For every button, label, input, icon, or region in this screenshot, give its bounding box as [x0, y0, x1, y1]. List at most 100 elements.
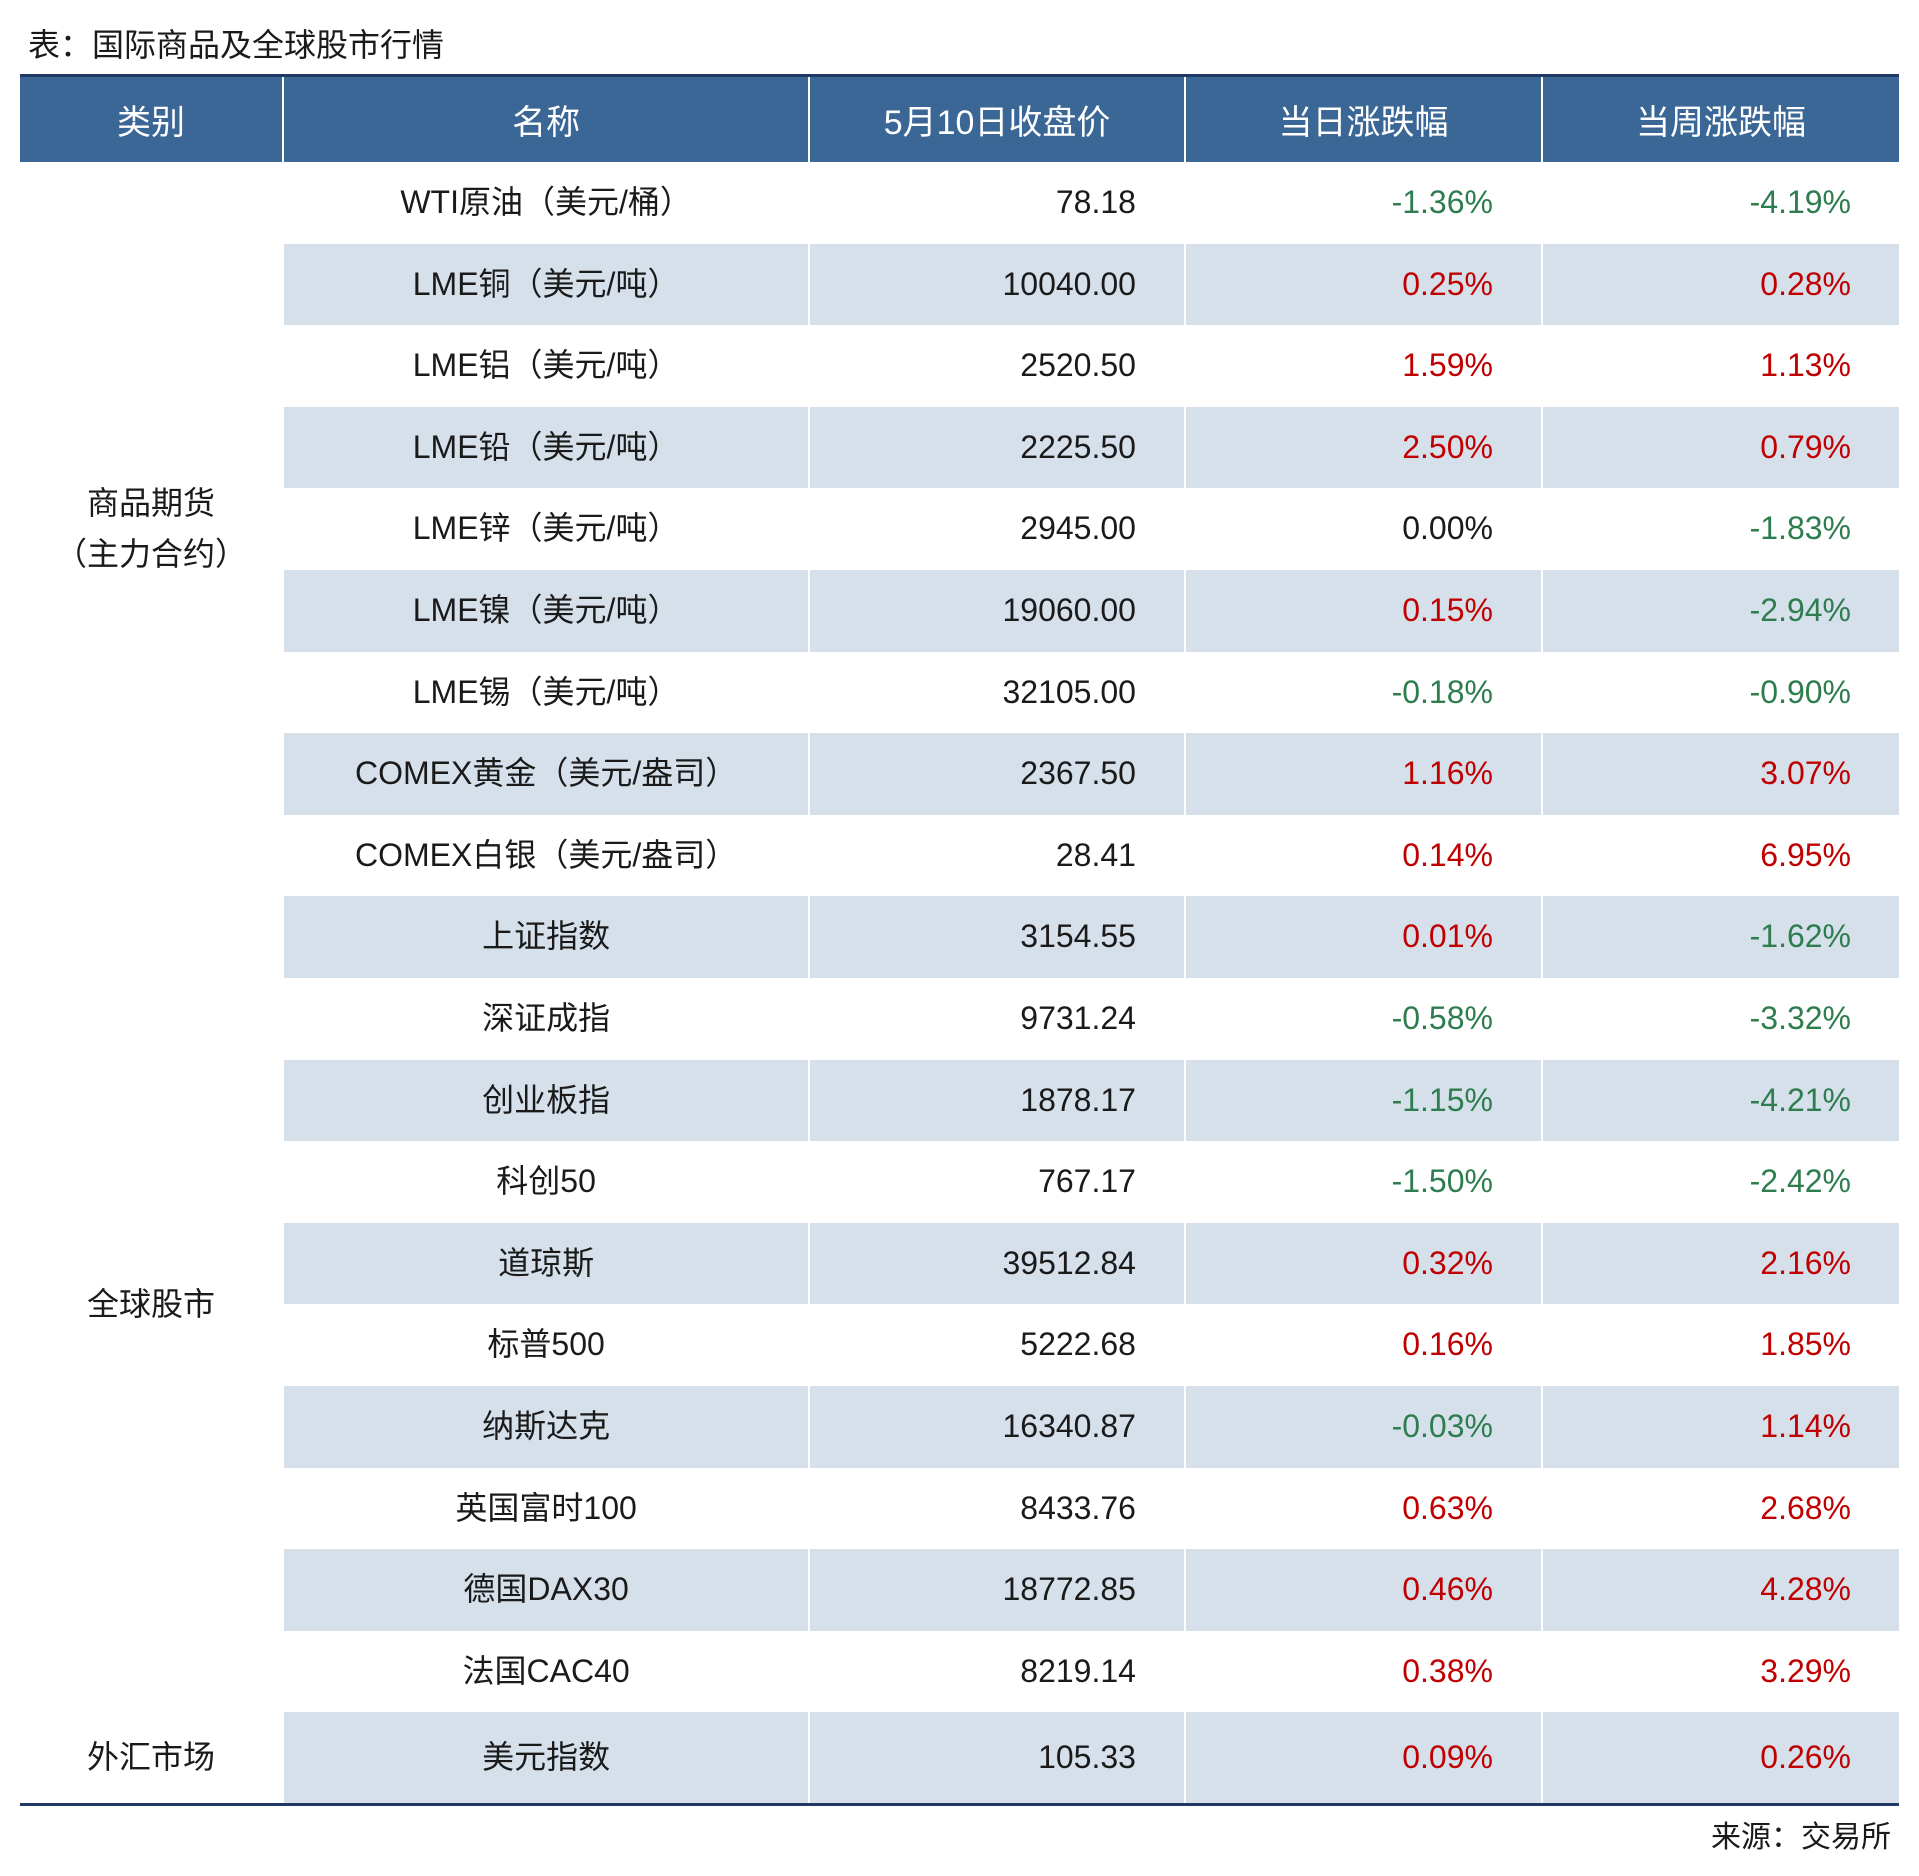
week-change-cell: -4.21% — [1542, 1060, 1899, 1142]
category-cell: 商品期货（主力合约） — [20, 162, 283, 896]
table-row: 全球股市上证指数3154.550.01%-1.62% — [20, 896, 1899, 978]
close-cell: 28.41 — [809, 815, 1185, 897]
col-day-change: 当日涨跌幅 — [1185, 76, 1542, 163]
name-cell: 德国DAX30 — [283, 1549, 809, 1631]
name-cell: LME锌（美元/吨） — [283, 488, 809, 570]
day-change-cell: 0.15% — [1185, 570, 1542, 652]
week-change-cell: -1.62% — [1542, 896, 1899, 978]
close-cell: 2945.00 — [809, 488, 1185, 570]
close-cell: 16340.87 — [809, 1386, 1185, 1468]
day-change-cell: 0.16% — [1185, 1304, 1542, 1386]
table-row: LME锡（美元/吨）32105.00-0.18%-0.90% — [20, 652, 1899, 734]
table-row: LME镍（美元/吨）19060.000.15%-2.94% — [20, 570, 1899, 652]
close-cell: 2520.50 — [809, 325, 1185, 407]
close-cell: 18772.85 — [809, 1549, 1185, 1631]
close-cell: 78.18 — [809, 162, 1185, 244]
name-cell: 美元指数 — [283, 1712, 809, 1805]
close-cell: 1878.17 — [809, 1060, 1185, 1142]
table-body: 商品期货（主力合约）WTI原油（美元/桶）78.18-1.36%-4.19%LM… — [20, 162, 1899, 1805]
week-change-cell: -2.42% — [1542, 1141, 1899, 1223]
week-change-cell: 3.07% — [1542, 733, 1899, 815]
week-change-cell: 0.79% — [1542, 407, 1899, 489]
week-change-cell: -4.19% — [1542, 162, 1899, 244]
name-cell: 上证指数 — [283, 896, 809, 978]
day-change-cell: 0.01% — [1185, 896, 1542, 978]
day-change-cell: -1.36% — [1185, 162, 1542, 244]
col-close: 5月10日收盘价 — [809, 76, 1185, 163]
close-cell: 2367.50 — [809, 733, 1185, 815]
close-cell: 19060.00 — [809, 570, 1185, 652]
table-source: 来源：交易所 — [20, 1812, 1899, 1856]
name-cell: LME铝（美元/吨） — [283, 325, 809, 407]
week-change-cell: 2.68% — [1542, 1468, 1899, 1550]
week-change-cell: -2.94% — [1542, 570, 1899, 652]
name-cell: LME铅（美元/吨） — [283, 407, 809, 489]
close-cell: 39512.84 — [809, 1223, 1185, 1305]
col-category: 类别 — [20, 76, 283, 163]
day-change-cell: 1.59% — [1185, 325, 1542, 407]
day-change-cell: -1.15% — [1185, 1060, 1542, 1142]
day-change-cell: -0.03% — [1185, 1386, 1542, 1468]
close-cell: 10040.00 — [809, 244, 1185, 326]
week-change-cell: 3.29% — [1542, 1631, 1899, 1713]
name-cell: 标普500 — [283, 1304, 809, 1386]
name-cell: 科创50 — [283, 1141, 809, 1223]
table-row: 德国DAX3018772.850.46%4.28% — [20, 1549, 1899, 1631]
close-cell: 105.33 — [809, 1712, 1185, 1805]
table-row: 商品期货（主力合约）WTI原油（美元/桶）78.18-1.36%-4.19% — [20, 162, 1899, 244]
table-title: 表：国际商品及全球股市行情 — [20, 20, 1899, 66]
table-row: 道琼斯39512.840.32%2.16% — [20, 1223, 1899, 1305]
day-change-cell: 2.50% — [1185, 407, 1542, 489]
close-cell: 9731.24 — [809, 978, 1185, 1060]
table-row: LME铜（美元/吨）10040.000.25%0.28% — [20, 244, 1899, 326]
day-change-cell: 0.32% — [1185, 1223, 1542, 1305]
name-cell: 深证成指 — [283, 978, 809, 1060]
header-row: 类别 名称 5月10日收盘价 当日涨跌幅 当周涨跌幅 — [20, 76, 1899, 163]
table-row: LME铝（美元/吨）2520.501.59%1.13% — [20, 325, 1899, 407]
week-change-cell: 2.16% — [1542, 1223, 1899, 1305]
name-cell: LME铜（美元/吨） — [283, 244, 809, 326]
day-change-cell: 0.09% — [1185, 1712, 1542, 1805]
table-row: 法国CAC408219.140.38%3.29% — [20, 1631, 1899, 1713]
name-cell: COMEX黄金（美元/盎司） — [283, 733, 809, 815]
day-change-cell: 0.14% — [1185, 815, 1542, 897]
day-change-cell: 0.25% — [1185, 244, 1542, 326]
table-container: 表：国际商品及全球股市行情 类别 名称 5月10日收盘价 当日涨跌幅 当周涨跌幅… — [20, 20, 1899, 1856]
name-cell: 道琼斯 — [283, 1223, 809, 1305]
table-row: LME锌（美元/吨）2945.000.00%-1.83% — [20, 488, 1899, 570]
close-cell: 5222.68 — [809, 1304, 1185, 1386]
name-cell: LME镍（美元/吨） — [283, 570, 809, 652]
table-row: LME铅（美元/吨）2225.502.50%0.79% — [20, 407, 1899, 489]
week-change-cell: -0.90% — [1542, 652, 1899, 734]
table-row: 外汇市场美元指数105.330.09%0.26% — [20, 1712, 1899, 1805]
table-row: 创业板指1878.17-1.15%-4.21% — [20, 1060, 1899, 1142]
table-row: 纳斯达克16340.87-0.03%1.14% — [20, 1386, 1899, 1468]
day-change-cell: -1.50% — [1185, 1141, 1542, 1223]
table-row: 科创50767.17-1.50%-2.42% — [20, 1141, 1899, 1223]
week-change-cell: 1.85% — [1542, 1304, 1899, 1386]
table-row: 深证成指9731.24-0.58%-3.32% — [20, 978, 1899, 1060]
day-change-cell: 1.16% — [1185, 733, 1542, 815]
week-change-cell: 6.95% — [1542, 815, 1899, 897]
name-cell: 纳斯达克 — [283, 1386, 809, 1468]
close-cell: 2225.50 — [809, 407, 1185, 489]
col-week-change: 当周涨跌幅 — [1542, 76, 1899, 163]
close-cell: 32105.00 — [809, 652, 1185, 734]
week-change-cell: 1.13% — [1542, 325, 1899, 407]
week-change-cell: 1.14% — [1542, 1386, 1899, 1468]
name-cell: WTI原油（美元/桶） — [283, 162, 809, 244]
market-table: 类别 名称 5月10日收盘价 当日涨跌幅 当周涨跌幅 商品期货（主力合约）WTI… — [20, 74, 1899, 1806]
day-change-cell: 0.46% — [1185, 1549, 1542, 1631]
day-change-cell: 0.38% — [1185, 1631, 1542, 1713]
day-change-cell: 0.63% — [1185, 1468, 1542, 1550]
week-change-cell: 4.28% — [1542, 1549, 1899, 1631]
name-cell: 英国富时100 — [283, 1468, 809, 1550]
close-cell: 3154.55 — [809, 896, 1185, 978]
close-cell: 767.17 — [809, 1141, 1185, 1223]
close-cell: 8433.76 — [809, 1468, 1185, 1550]
name-cell: COMEX白银（美元/盎司） — [283, 815, 809, 897]
day-change-cell: -0.18% — [1185, 652, 1542, 734]
week-change-cell: -1.83% — [1542, 488, 1899, 570]
category-cell: 全球股市 — [20, 896, 283, 1712]
week-change-cell: 0.28% — [1542, 244, 1899, 326]
